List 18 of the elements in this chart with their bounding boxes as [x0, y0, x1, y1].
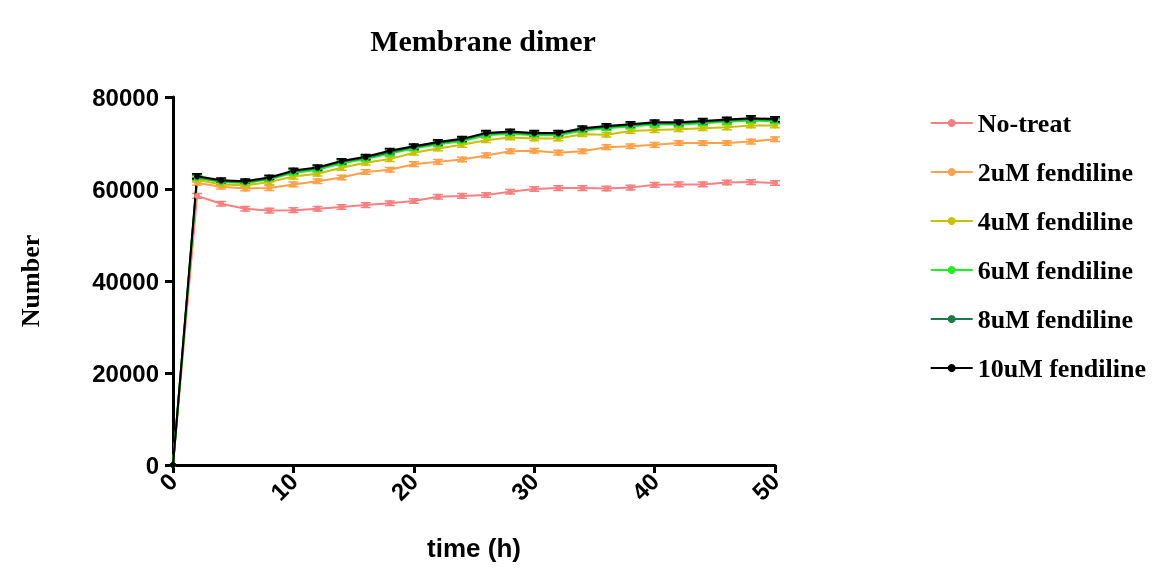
- x-tick-label: 20: [385, 467, 424, 506]
- y-axis-title: Number: [15, 234, 45, 328]
- y-tick-label: 40000: [92, 267, 159, 295]
- x-tick-label: 40: [626, 467, 665, 506]
- x-tick-label: 50: [746, 467, 785, 506]
- x-axis-title: time (h): [427, 533, 521, 563]
- x-tick-label: 30: [505, 467, 544, 506]
- legend-label: 6uM fendiline: [977, 255, 1134, 285]
- legend-label: 4uM fendiline: [977, 206, 1134, 236]
- legend-label: No-treat: [977, 108, 1072, 138]
- x-tick-label: 10: [264, 467, 303, 506]
- legend-label: 10uM fendiline: [977, 353, 1147, 383]
- y-tick-label: 80000: [92, 83, 159, 111]
- y-tick-label: 20000: [92, 359, 159, 387]
- y-tick-label: 60000: [92, 175, 159, 203]
- legend-label: 2uM fendiline: [977, 157, 1134, 187]
- chart-title: Membrane dimer: [370, 23, 596, 57]
- legend-label: 8uM fendiline: [977, 304, 1134, 334]
